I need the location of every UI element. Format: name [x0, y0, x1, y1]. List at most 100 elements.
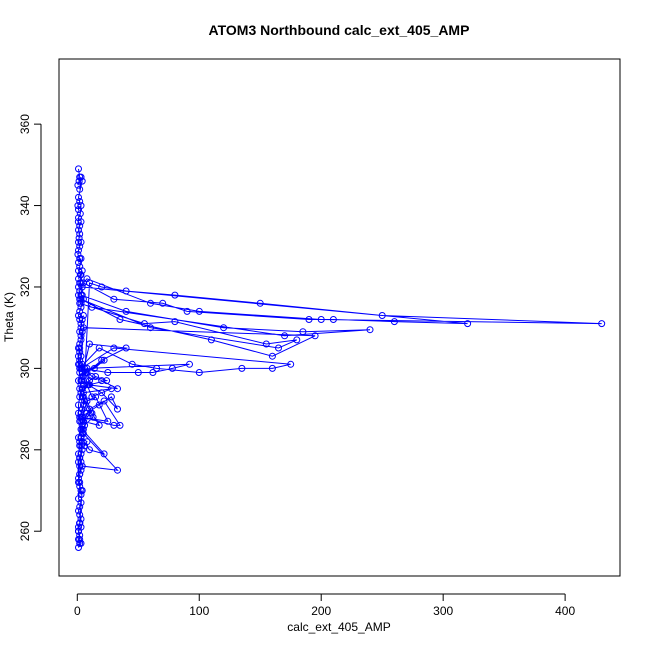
- data-point: [76, 344, 84, 352]
- data-point: [92, 373, 100, 380]
- data-point: [75, 238, 82, 246]
- x-tick-label: 0: [74, 604, 81, 618]
- data-point: [77, 377, 85, 385]
- data-point: [77, 173, 85, 181]
- data-point: [76, 242, 84, 250]
- data-point: [95, 421, 103, 429]
- data-point: [77, 271, 85, 279]
- data-point: [75, 474, 82, 482]
- data-point: [195, 369, 203, 376]
- data-point: [77, 332, 85, 340]
- data-point: [75, 360, 82, 368]
- data-point: [281, 332, 289, 340]
- x-tick-label: 400: [555, 604, 575, 618]
- data-point: [81, 364, 89, 372]
- data-point: [76, 519, 84, 527]
- data-point: [147, 324, 154, 332]
- data-point: [76, 417, 84, 425]
- y-axis-label: Theta (K): [2, 292, 16, 342]
- data-point: [78, 405, 86, 413]
- data-point: [76, 503, 84, 511]
- data-point: [81, 442, 89, 450]
- data-point: [75, 193, 82, 201]
- x-tick-label: 200: [311, 604, 331, 618]
- data-point: [76, 478, 84, 486]
- data-point: [78, 267, 86, 275]
- data-point: [75, 226, 82, 234]
- data-point: [77, 218, 85, 226]
- data-point: [77, 295, 85, 303]
- data-point: [262, 340, 270, 348]
- data-point: [76, 535, 84, 543]
- data-point: [464, 320, 472, 328]
- data-point: [598, 320, 606, 328]
- data-point: [103, 377, 111, 385]
- data-point: [79, 279, 87, 287]
- data-point: [122, 344, 130, 352]
- data-point: [116, 421, 124, 429]
- data-point: [77, 279, 85, 287]
- data-point: [79, 393, 87, 401]
- data-point: [171, 291, 179, 299]
- data-point: [100, 356, 108, 364]
- data-point: [186, 360, 193, 368]
- data-point: [275, 344, 282, 352]
- data-point: [268, 352, 276, 360]
- data-point: [140, 320, 148, 328]
- data-point: [153, 364, 161, 372]
- data-point: [100, 450, 108, 458]
- data-point: [89, 413, 97, 421]
- data-point: [88, 393, 96, 401]
- data-point: [76, 210, 84, 218]
- data-point: [75, 401, 82, 409]
- y-axis: 260 280 300 320 340 360: [18, 114, 42, 541]
- data-point: [75, 523, 82, 531]
- y-tick-label: 260: [18, 521, 32, 541]
- data-point: [305, 316, 313, 323]
- data-point: [77, 291, 85, 299]
- data-point: [122, 307, 130, 315]
- data-point: [78, 385, 86, 393]
- data-point: [77, 539, 85, 547]
- data-point: [75, 458, 82, 466]
- x-tick-label: 300: [433, 604, 453, 618]
- data-point: [77, 238, 85, 246]
- data-point: [76, 307, 84, 315]
- data-point: [81, 397, 89, 405]
- data-point: [75, 177, 83, 185]
- data-point: [98, 389, 106, 397]
- data-point: [76, 185, 84, 193]
- data-point: [149, 369, 157, 376]
- y-tick-label: 280: [18, 439, 32, 459]
- data-point: [128, 360, 136, 368]
- data-point: [83, 364, 91, 372]
- data-point: [76, 198, 84, 205]
- data-point: [76, 230, 84, 238]
- data-point: [83, 275, 91, 283]
- data-point: [77, 336, 85, 344]
- data-point: [83, 397, 91, 405]
- data-point: [75, 312, 82, 319]
- data-point: [168, 364, 176, 372]
- data-point: [75, 507, 82, 515]
- y-tick-label: 320: [18, 277, 32, 297]
- data-point: [171, 318, 179, 326]
- data-point: [79, 324, 87, 332]
- data-point: [79, 417, 87, 425]
- data-point: [90, 364, 98, 372]
- data-point: [74, 202, 82, 210]
- data-point: [76, 369, 84, 376]
- data-point: [77, 491, 85, 499]
- data-point: [76, 340, 84, 348]
- data-point: [76, 299, 84, 307]
- data-point: [238, 364, 246, 372]
- data-point: [76, 385, 84, 393]
- data-point: [76, 348, 84, 356]
- data-point: [78, 177, 86, 185]
- data-point: [86, 446, 93, 454]
- data-point: [76, 222, 84, 230]
- data-point: [107, 393, 115, 401]
- data-point: [86, 340, 93, 348]
